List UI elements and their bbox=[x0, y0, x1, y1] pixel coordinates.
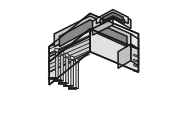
Polygon shape bbox=[49, 13, 138, 62]
Polygon shape bbox=[66, 57, 68, 84]
Polygon shape bbox=[49, 29, 90, 54]
Polygon shape bbox=[58, 83, 68, 84]
Polygon shape bbox=[76, 63, 79, 89]
Polygon shape bbox=[71, 60, 73, 86]
Polygon shape bbox=[55, 52, 58, 78]
Polygon shape bbox=[70, 56, 74, 60]
Polygon shape bbox=[68, 88, 79, 89]
Polygon shape bbox=[100, 13, 124, 24]
Polygon shape bbox=[65, 53, 69, 57]
Polygon shape bbox=[54, 16, 131, 47]
Polygon shape bbox=[49, 36, 90, 72]
Polygon shape bbox=[131, 44, 138, 66]
Polygon shape bbox=[75, 58, 79, 63]
Polygon shape bbox=[103, 12, 123, 21]
Polygon shape bbox=[96, 10, 128, 24]
Polygon shape bbox=[60, 51, 64, 55]
Polygon shape bbox=[59, 20, 127, 47]
Polygon shape bbox=[93, 11, 131, 29]
Polygon shape bbox=[131, 34, 138, 49]
Polygon shape bbox=[55, 48, 59, 52]
Polygon shape bbox=[53, 80, 63, 81]
Polygon shape bbox=[49, 29, 90, 85]
Polygon shape bbox=[61, 55, 63, 81]
Polygon shape bbox=[90, 29, 138, 72]
Polygon shape bbox=[93, 19, 113, 35]
Polygon shape bbox=[118, 44, 131, 68]
